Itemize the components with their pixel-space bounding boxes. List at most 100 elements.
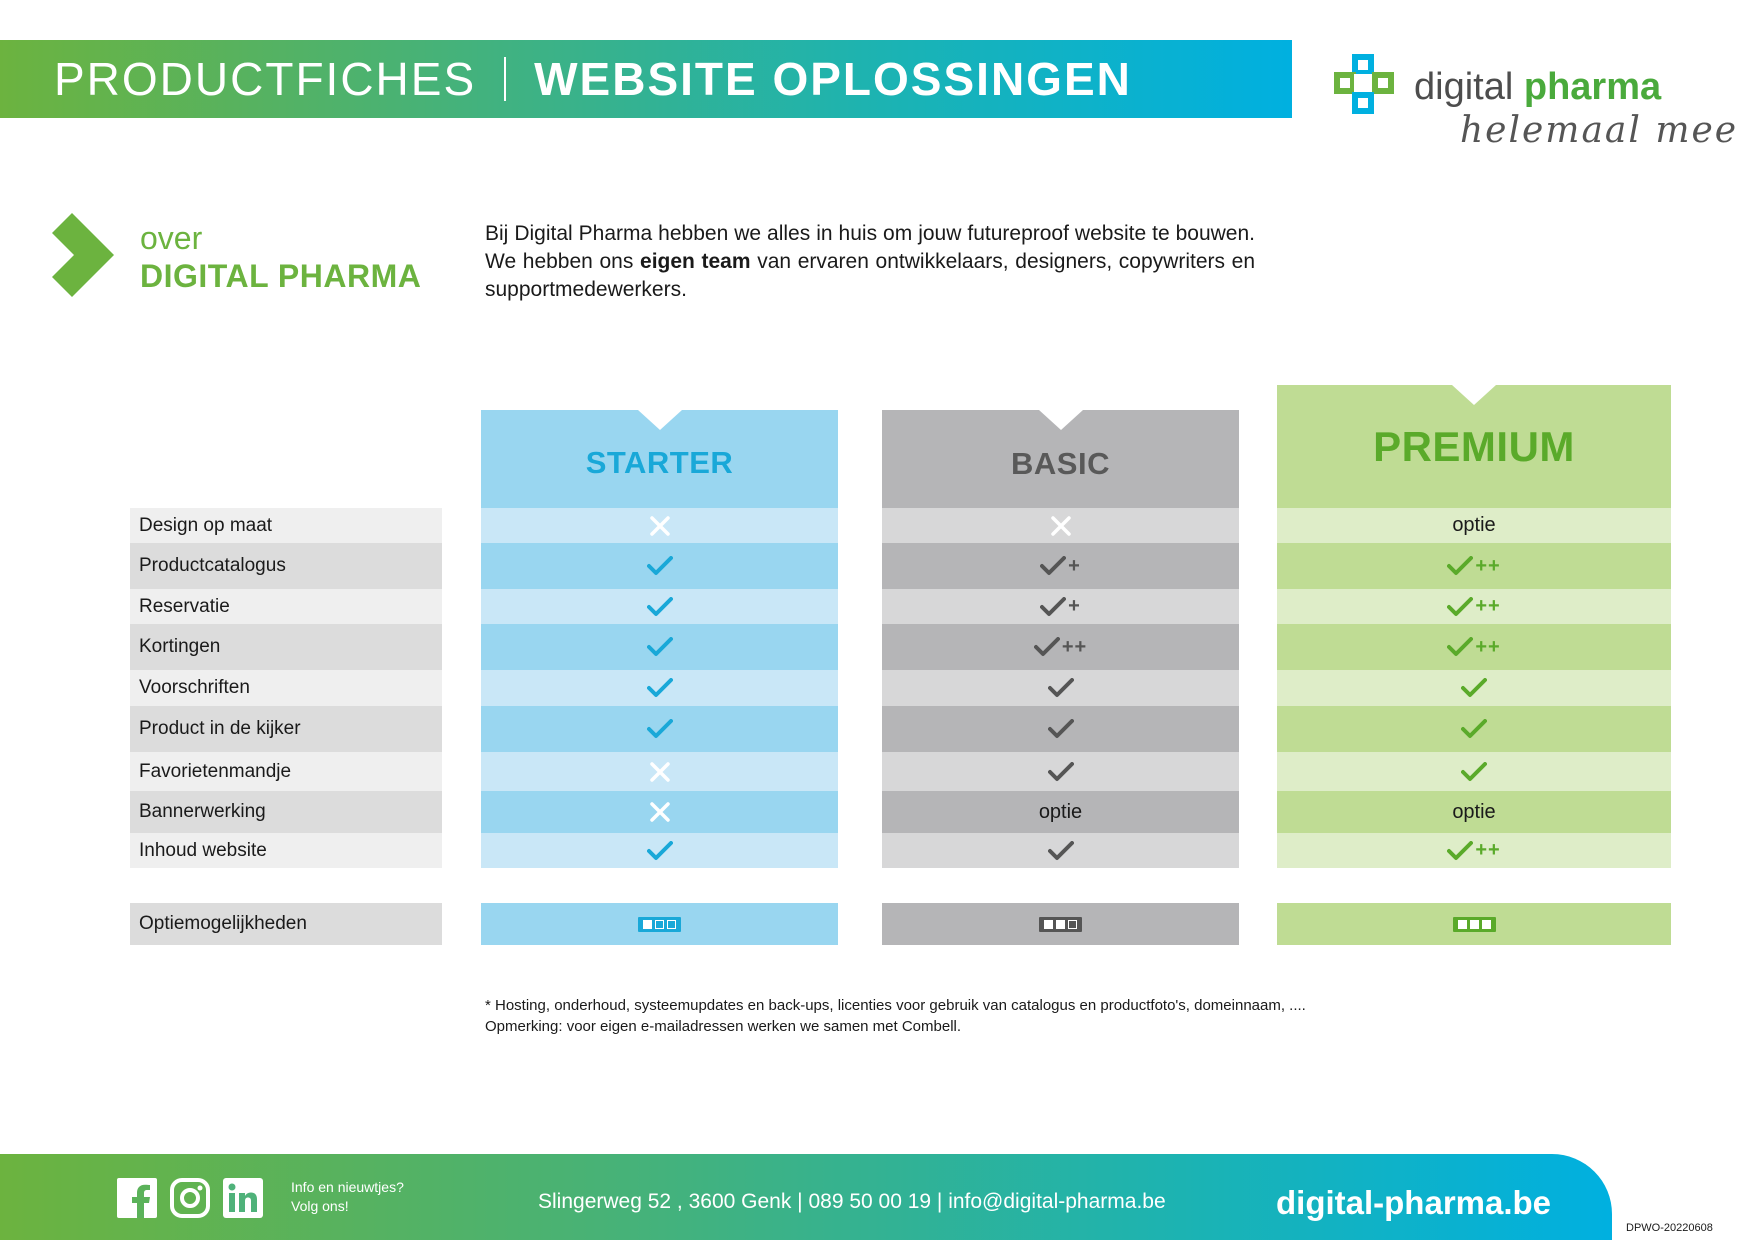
logo-word-pharma: pharma <box>1523 66 1662 108</box>
check-icon <box>1447 556 1474 575</box>
linkedin-icon[interactable] <box>223 1178 263 1218</box>
check-mark: + <box>1040 555 1081 578</box>
options-level-indicator <box>1452 916 1496 932</box>
plan-cell <box>481 791 838 833</box>
about-text-part2: van ervaren ontwikkelaars, designers, co… <box>485 250 1256 301</box>
footer-follow-text: Info en nieuwtjes? Volg ons! <box>291 1178 404 1216</box>
footnote-line-1: * Hosting, onderhoud, systeemupdates en … <box>485 997 1306 1014</box>
facebook-icon[interactable] <box>117 1178 157 1218</box>
check-icon <box>1447 840 1474 860</box>
check-icon <box>1047 761 1074 781</box>
check-icon <box>646 556 673 575</box>
cross-icon <box>1050 515 1071 536</box>
plan-header: BASIC <box>882 410 1239 508</box>
check-mark: ++ <box>1447 636 1500 659</box>
option-square <box>667 919 676 929</box>
option-square <box>1068 919 1077 929</box>
feature-label: Product in de kijker <box>130 706 442 752</box>
footer-info-line-1: Info en nieuwtjes? <box>291 1179 404 1195</box>
cross-icon <box>649 515 670 536</box>
check-mark: ++ <box>1447 555 1500 578</box>
footnote-line-2: Opmerking: voor eigen e-mailadressen wer… <box>485 1018 962 1035</box>
about-over-label: over <box>140 220 203 256</box>
feature-label: Design op maat <box>130 508 442 543</box>
plan-cell <box>882 670 1239 706</box>
check-mark: ++ <box>1447 839 1500 862</box>
footer-website-link[interactable]: digital-pharma.be <box>1276 1184 1552 1221</box>
header-notch <box>1452 385 1496 405</box>
logo-slogan: helemaal mee <box>1460 110 1739 151</box>
feature-label: Voorschriften <box>130 670 442 706</box>
plan-cell <box>882 508 1239 543</box>
option-square <box>1056 919 1065 929</box>
plan-cell <box>481 508 838 543</box>
options-cell <box>882 903 1239 945</box>
plan-title: STARTER <box>585 445 734 480</box>
options-cell <box>1277 903 1671 945</box>
plan-cell <box>481 706 838 752</box>
plus-indicator: + <box>1068 554 1081 577</box>
header-title-light: PRODUCTFICHES <box>54 53 477 105</box>
plan-cell: optie <box>1277 791 1671 833</box>
check-mark <box>646 637 673 657</box>
instagram-icon[interactable] <box>170 1178 210 1218</box>
options-level-indicator <box>638 916 681 932</box>
feature-label: Favorietenmandje <box>130 752 442 791</box>
check-icon <box>1047 678 1074 697</box>
header-title-bold: WEBSITE OPLOSSINGEN <box>534 53 1132 105</box>
check-icon <box>1040 556 1067 575</box>
check-icon <box>646 678 673 697</box>
header-band: PRODUCTFICHES WEBSITE OPLOSSINGEN <box>0 40 1292 118</box>
plan-cell <box>481 543 838 589</box>
check-icon <box>646 719 673 738</box>
plan-cell: ++ <box>1277 624 1671 670</box>
plan-cell: ++ <box>1277 833 1671 868</box>
cross-icon <box>649 761 670 782</box>
check-mark <box>1461 678 1487 698</box>
about-text-part1: Bij Digital Pharma hebben we alles in hu… <box>485 222 1255 273</box>
plan-cell: ++ <box>1277 589 1671 624</box>
plan-title: PREMIUM <box>1373 422 1575 470</box>
plan-header: PREMIUM <box>1277 385 1671 508</box>
cross-icon <box>649 802 670 822</box>
options-level-indicator <box>1039 916 1082 932</box>
plan-cell <box>1277 752 1671 791</box>
check-icon <box>646 596 673 616</box>
feature-label: Inhoud website <box>130 833 442 868</box>
check-mark <box>646 840 673 861</box>
feature-label: Bannerwerking <box>130 791 442 833</box>
check-mark: ++ <box>1447 595 1500 618</box>
plan-cell <box>481 589 838 624</box>
option-text: optie <box>1038 800 1083 823</box>
feature-label: Reservatie <box>130 589 442 624</box>
feature-label: Kortingen <box>130 624 442 670</box>
plan-cell <box>882 833 1239 868</box>
check-icon <box>646 637 673 656</box>
logo-word-digital: digital <box>1414 66 1514 108</box>
plus-indicator: ++ <box>1475 635 1501 658</box>
feature-label: Productcatalogus <box>130 543 442 589</box>
plan-cell: ++ <box>882 624 1239 670</box>
option-square <box>655 919 664 929</box>
footnote: * Hosting, onderhoud, systeemupdates en … <box>485 995 1306 1037</box>
pharma-cross-icon <box>1334 54 1394 114</box>
plan-cell: ++ <box>1277 543 1671 589</box>
logo-wordmark: digital pharma <box>1414 66 1661 109</box>
check-mark <box>1047 840 1074 861</box>
options-label: Optiemogelijkheden <box>130 903 442 945</box>
plus-indicator: ++ <box>1475 839 1501 861</box>
option-text: optie <box>1452 800 1496 823</box>
options-cell <box>481 903 838 945</box>
check-mark <box>1047 678 1074 698</box>
check-mark <box>1047 761 1074 782</box>
company-logo[interactable]: digital pharma helemaal mee <box>1332 50 1736 151</box>
document-code: DPWO-20220608 <box>1626 1222 1713 1234</box>
check-icon <box>1447 637 1474 656</box>
chevron-right-icon <box>52 213 114 297</box>
footer-band <box>0 1154 1612 1240</box>
check-mark <box>646 556 673 576</box>
plan-cell <box>882 706 1239 752</box>
check-mark: ++ <box>1033 636 1087 659</box>
about-text: Bij Digital Pharma hebben we alles in hu… <box>485 220 1255 304</box>
plan-header: STARTER <box>481 410 838 508</box>
